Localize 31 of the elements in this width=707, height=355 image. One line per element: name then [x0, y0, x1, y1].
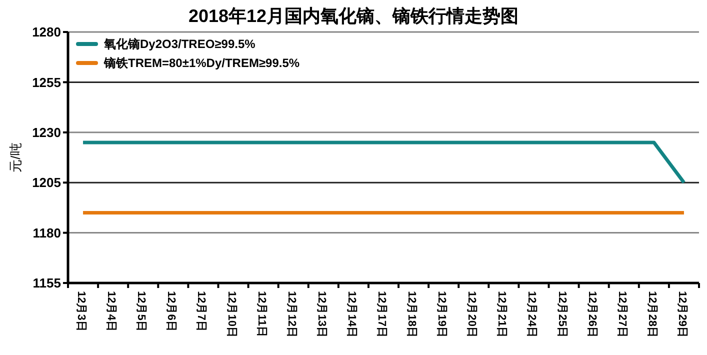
x-tick-label: 12月4日: [105, 291, 118, 332]
x-tick-label: 12月18日: [406, 291, 418, 338]
x-tick-label: 12月13日: [315, 291, 328, 338]
x-tick-label: 12月25日: [556, 291, 568, 338]
y-tick-label: 1255: [32, 74, 61, 90]
x-tick-label: 12月29日: [676, 291, 688, 338]
legend-label: 镝铁TREM=80±1%Dy/TREM≥99.5%: [103, 56, 300, 70]
x-tick-label: 12月10日: [225, 291, 238, 338]
x-tick-label: 12月20日: [466, 291, 478, 338]
y-tick-label: 1180: [32, 225, 61, 240]
x-tick-label: 12月27日: [616, 291, 628, 338]
chart-title: 2018年12月国内氧化镝、镝铁行情走势图: [188, 6, 519, 26]
legend-label: 氧化镝Dy2O3/TREO≥99.5%: [103, 37, 256, 52]
x-tick-label: 12月21日: [496, 291, 508, 338]
y-tick-label: 1155: [32, 276, 61, 291]
x-tick-label: 12月6日: [165, 291, 178, 332]
x-tick-label: 12月26日: [586, 291, 598, 338]
y-tick-label: 1230: [32, 124, 61, 140]
x-tick-label: 12月11日: [255, 291, 268, 337]
x-tick-label: 12月7日: [195, 291, 208, 332]
y-axis-title: 元/吨: [8, 142, 23, 172]
x-tick-label: 12月28日: [646, 291, 658, 338]
x-tick-label: 12月19日: [436, 291, 448, 338]
x-tick-label: 12月17日: [376, 291, 388, 338]
x-tick-label: 12月3日: [75, 291, 88, 332]
x-tick-label: 12月14日: [345, 291, 358, 338]
x-tick-label: 12月24日: [526, 291, 538, 338]
y-tick-label: 1280: [32, 24, 61, 40]
x-tick-label: 12月5日: [135, 291, 148, 332]
x-tick-label: 12月12日: [285, 291, 298, 338]
y-tick-label: 1205: [32, 175, 61, 190]
